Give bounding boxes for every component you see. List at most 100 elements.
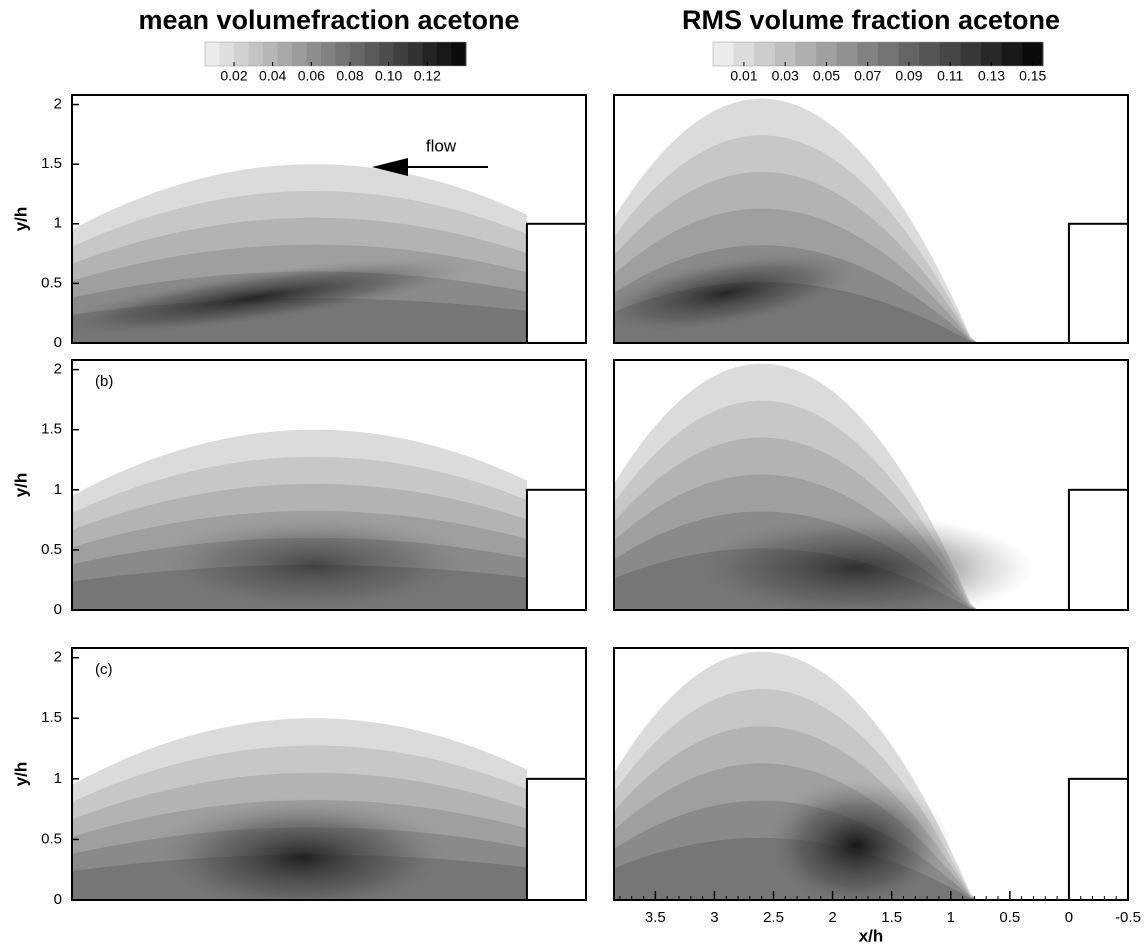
colorbar-swatch	[350, 42, 365, 66]
panel-frame	[613, 647, 1129, 901]
y-axis-label: y/h	[11, 762, 30, 787]
panel-label: (c)	[95, 661, 113, 678]
colorbar-swatch	[816, 42, 838, 66]
colorbar-swatch	[960, 42, 982, 66]
contour-field	[614, 98, 1069, 343]
y-axis-label: y/h	[11, 207, 30, 232]
colorbar-swatch	[234, 42, 249, 66]
contour-core	[614, 249, 867, 336]
contour-core	[148, 513, 480, 610]
x-tick-label: 3	[710, 909, 718, 926]
colorbar-tick-label: 0.15	[1019, 68, 1046, 84]
y-axis-label: y/h	[11, 473, 30, 498]
colorbar-tick-label: 0.01	[730, 68, 757, 84]
colorbar-swatch	[1001, 42, 1023, 66]
contour-field	[72, 718, 527, 900]
y-tick-label: 1.5	[41, 709, 62, 726]
annotation: flow	[426, 136, 457, 155]
y-tick-label: 1	[54, 770, 62, 787]
contour-core	[761, 778, 951, 900]
panel-frame	[613, 359, 1129, 611]
colorbar-swatch	[408, 42, 423, 66]
step-block	[1067, 488, 1130, 611]
colorbar-tick-label: 0.09	[895, 68, 922, 84]
colorbar-tick-label: 0.05	[813, 68, 840, 84]
colorbar-swatch	[306, 42, 322, 66]
contour-field	[614, 651, 1069, 900]
y-tick-label: 2	[54, 649, 62, 666]
panel-frame	[613, 94, 1129, 344]
x-tick-label: 1.5	[881, 909, 902, 926]
y-tick-label: 1.5	[41, 421, 62, 438]
colorbar-swatch	[774, 42, 796, 66]
colorbar-swatch	[836, 42, 858, 66]
y-tick-label: 2	[54, 361, 62, 378]
step-block	[1067, 777, 1130, 901]
colorbar-swatch	[335, 42, 351, 66]
x-tick-label: 0	[1065, 909, 1073, 926]
y-tick-label: 0.5	[41, 830, 62, 847]
panel-frame	[71, 647, 587, 901]
x-tick-label: 0.5	[999, 909, 1020, 926]
colorbar-swatch	[939, 42, 961, 66]
x-tick-label: 1	[947, 909, 955, 926]
y-tick-label: 1.5	[41, 155, 62, 172]
contour-core	[72, 257, 478, 339]
y-tick-label: 1	[54, 215, 62, 232]
colorbar-frame	[712, 41, 1044, 67]
colorbar-swatch	[422, 42, 438, 66]
colorbar-swatch	[898, 42, 920, 66]
y-tick-label: 0.5	[41, 274, 62, 291]
step-block	[1067, 222, 1130, 344]
chart-title: mean volumefraction acetone	[138, 5, 519, 35]
step-block	[525, 222, 588, 344]
x-tick-label: -0.5	[1115, 909, 1141, 926]
colorbar-swatch	[878, 42, 900, 66]
colorbar-swatch	[981, 42, 1003, 66]
colorbar-swatch	[379, 42, 394, 66]
colorbar-tick-label: 0.02	[220, 68, 247, 84]
colorbar-swatch	[263, 42, 278, 66]
colorbar-swatch	[451, 42, 467, 66]
y-tick-label: 0	[54, 891, 62, 908]
y-tick-label: 1	[54, 481, 62, 498]
colorbar-swatch	[321, 42, 336, 66]
colorbar-tick-label: 0.04	[259, 68, 286, 84]
step-block	[525, 488, 588, 611]
x-tick-label: 3.5	[645, 909, 666, 926]
panel-frame	[71, 359, 587, 611]
colorbar-tick-label: 0.13	[978, 68, 1005, 84]
colorbar-swatch	[248, 42, 264, 66]
colorbar-swatch	[1022, 42, 1044, 66]
colorbar-tick-label: 0.07	[854, 68, 881, 84]
y-tick-label: 0	[54, 601, 62, 618]
colorbar-tick-label: 0.08	[336, 68, 363, 84]
chart-title: RMS volume fraction acetone	[682, 5, 1060, 35]
colorbar-swatch	[733, 42, 755, 66]
flow-arrowhead	[372, 158, 408, 176]
contour-field	[72, 164, 527, 343]
colorbar-swatch	[437, 42, 452, 66]
colorbar-tick-label: 0.03	[772, 68, 799, 84]
panel-label: (b)	[95, 373, 113, 390]
colorbar-swatch	[754, 42, 776, 66]
colorbar-swatch	[364, 42, 380, 66]
panel-frame	[71, 94, 587, 344]
colorbar-swatch	[713, 42, 735, 66]
y-tick-label: 0	[54, 334, 62, 351]
colorbar-tick-label: 0.06	[298, 68, 325, 84]
colorbar-tick-label: 0.11	[937, 68, 963, 84]
colorbar-swatch	[292, 42, 307, 66]
colorbar-swatch	[795, 42, 817, 66]
contour-field	[72, 429, 527, 610]
colorbar-swatch	[393, 42, 409, 66]
contour-field	[614, 363, 1069, 610]
colorbar-frame	[204, 41, 467, 67]
colorbar-swatch	[857, 42, 879, 66]
contour-core	[148, 797, 456, 900]
x-tick-label: 2.5	[763, 909, 784, 926]
y-tick-label: 0.5	[41, 541, 62, 558]
colorbar-swatch	[277, 42, 293, 66]
